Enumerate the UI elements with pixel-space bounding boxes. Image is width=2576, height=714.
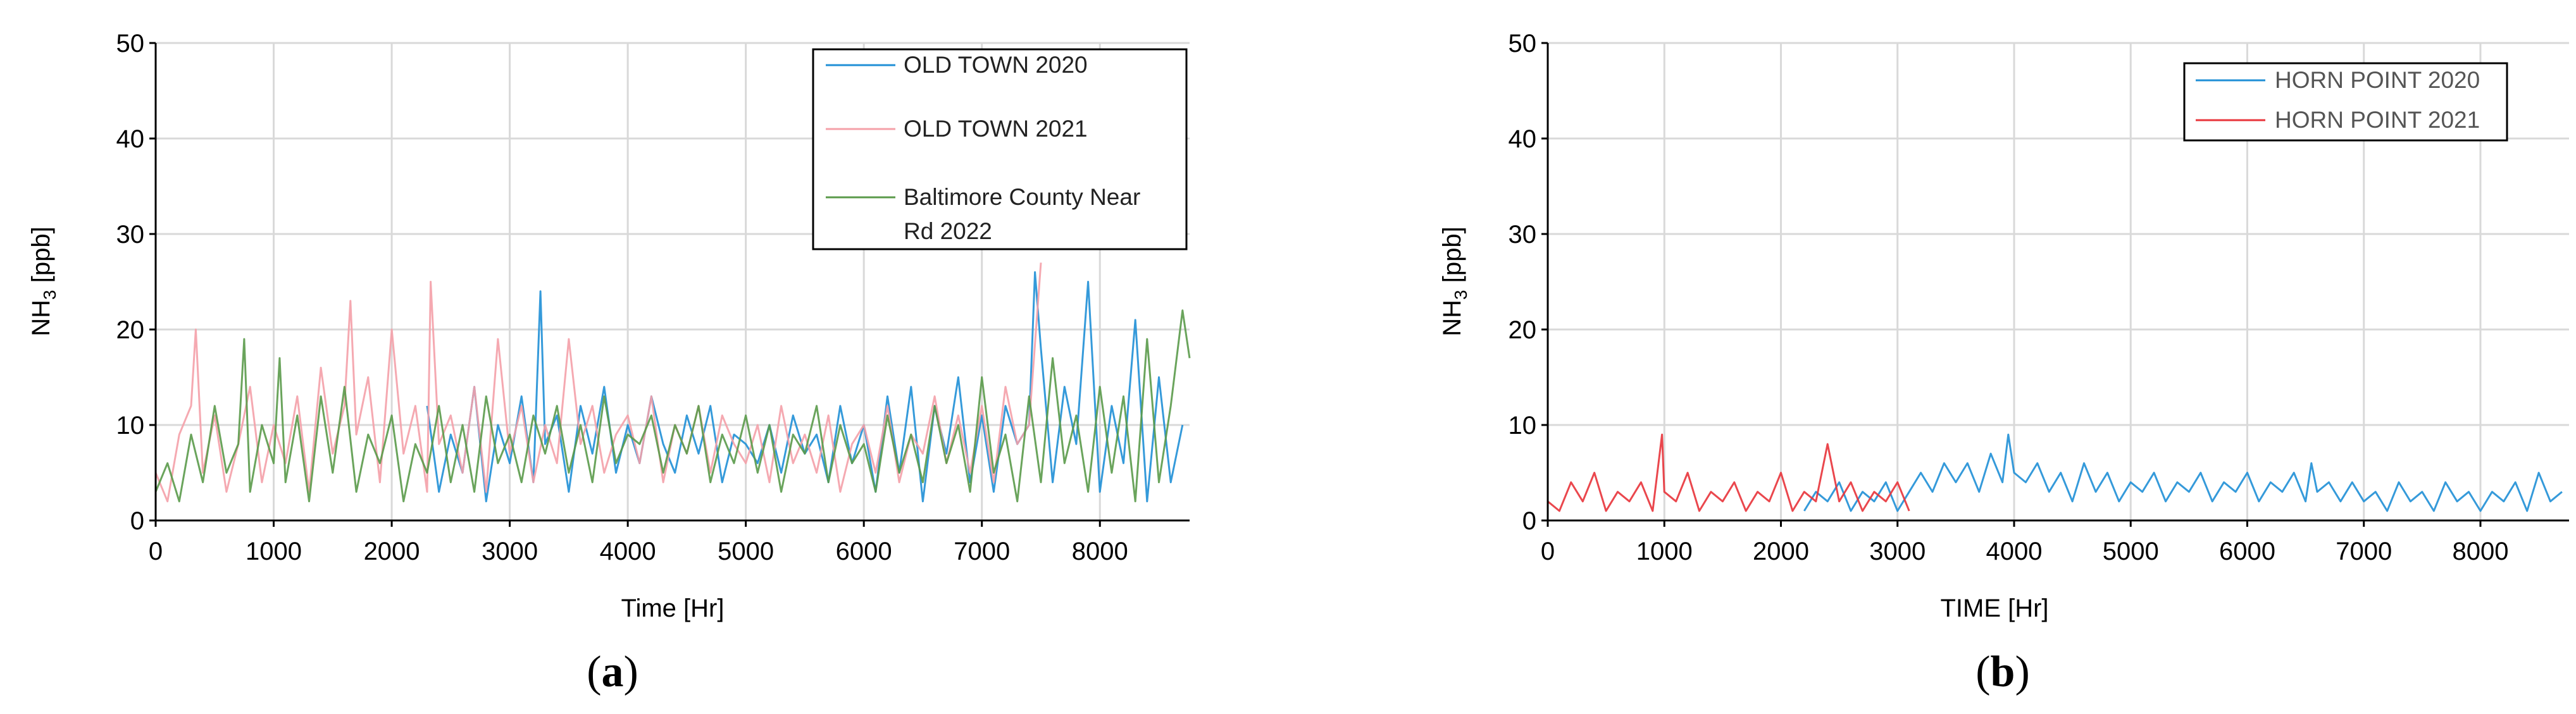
panel-b-chart: 0 10 20 30 40 50 0 1000 2000 3000 4000 5000 6000 7000…: [1438, 30, 2569, 696]
panel-b-xtick-label-4000: 4000: [1986, 538, 2042, 565]
panel-a-ytick-label-20: 20: [116, 316, 145, 344]
legend-label-horn-point-2020: HORN POINT 2020: [2275, 67, 2480, 93]
panel-a-caption: (a): [587, 648, 638, 696]
panel-b-xtick-label-1000: 1000: [1636, 538, 1693, 565]
legend-label-baltimore-line1: Baltimore County Near: [904, 184, 1140, 210]
panel-b-xtick-label-3000: 3000: [1869, 538, 1926, 565]
panel-b-xtick-label-5000: 5000: [2103, 538, 2159, 565]
panel-b-legend: HORN POINT 2020 HORN POINT 2021: [2183, 62, 2508, 142]
panel-b-legend-box: [2183, 62, 2508, 142]
series-line-baltimore-county-near-rd-2022: [154, 309, 1191, 503]
panel-b-axes: [1541, 42, 2569, 527]
panel-a-gridlines: [154, 42, 1190, 522]
panel-a-chart: 0 10 20 30 40 50 0 1000 2000 3000 4000 5000 6000 7000…: [27, 30, 1191, 696]
panel-a-x-axis-title: Time [Hr]: [621, 594, 725, 622]
panel-b-ytick-label-0: 0: [1522, 507, 1536, 535]
panel-a-xtick-label-1000: 1000: [246, 538, 302, 565]
panel-b-ytick-label-40: 40: [1509, 125, 1537, 153]
panel-a-tick-labels: 0 10 20 30 40 50 0 1000 2000 3000 4000 5000 6000 7000…: [116, 30, 1128, 565]
panel-a-ytick-label-30: 30: [116, 221, 145, 249]
panel-b-tick-labels: 0 10 20 30 40 50 0 1000 2000 3000 4000 5000 6000 7000…: [1509, 30, 2509, 565]
panel-b-series-group: [1547, 433, 2563, 512]
panel-b-x-axis-title: TIME [Hr]: [1940, 594, 2048, 622]
panel-b-ytick-label-10: 10: [1509, 412, 1537, 440]
panel-a-ytick-label-40: 40: [116, 125, 145, 153]
legend-label-old-town-2020: OLD TOWN 2020: [904, 52, 1088, 78]
panel-a-ytick-label-10: 10: [116, 412, 145, 440]
panel-a-xtick-label-4000: 4000: [600, 538, 656, 565]
panel-a-ytick-label-0: 0: [130, 507, 144, 535]
panel-a-axes: [149, 42, 1190, 527]
panel-a-legend-box: [812, 48, 1188, 250]
panel-b-xtick-label-6000: 6000: [2219, 538, 2275, 565]
panel-b-ytick-label-50: 50: [1509, 30, 1537, 58]
series-line-horn-point-2020: [1803, 433, 2563, 512]
panel-a-xtick-label-8000: 8000: [1072, 538, 1128, 565]
panel-b-xtick-label-0: 0: [1541, 538, 1555, 565]
panel-a-y-axis-title: NH3 [ppb]: [27, 226, 59, 336]
panel-a-xtick-label-0: 0: [149, 538, 163, 565]
panel-b-caption: (b): [1976, 648, 2030, 696]
series-line-old-town-2020: [426, 271, 1184, 503]
panel-a-series-group: [154, 262, 1191, 503]
series-line-horn-point-2021: [1547, 433, 1910, 512]
panel-b-ytick-label-30: 30: [1509, 221, 1537, 249]
panel-a-ytick-label-50: 50: [116, 30, 145, 58]
panel-b-xtick-label-2000: 2000: [1753, 538, 1809, 565]
panel-a-xtick-label-5000: 5000: [718, 538, 774, 565]
panel-b-xtick-label-8000: 8000: [2452, 538, 2508, 565]
series-line-old-town-2021: [154, 262, 1042, 503]
panel-a-xtick-label-6000: 6000: [836, 538, 892, 565]
legend-label-horn-point-2021: HORN POINT 2021: [2275, 107, 2480, 133]
panel-a-xtick-label-2000: 2000: [364, 538, 420, 565]
panel-b-ytick-label-20: 20: [1509, 316, 1537, 344]
legend-label-old-town-2021: OLD TOWN 2021: [904, 116, 1088, 142]
legend-label-baltimore-line2: Rd 2022: [904, 218, 992, 244]
panel-a-legend: OLD TOWN 2020 OLD TOWN 2021 Baltimore Co…: [812, 48, 1188, 250]
panel-b-y-axis-title: NH3 [ppb]: [1438, 226, 1471, 336]
panel-a-xtick-label-7000: 7000: [954, 538, 1010, 565]
panel-a-xtick-label-3000: 3000: [482, 538, 538, 565]
panel-b-xtick-label-7000: 7000: [2336, 538, 2392, 565]
